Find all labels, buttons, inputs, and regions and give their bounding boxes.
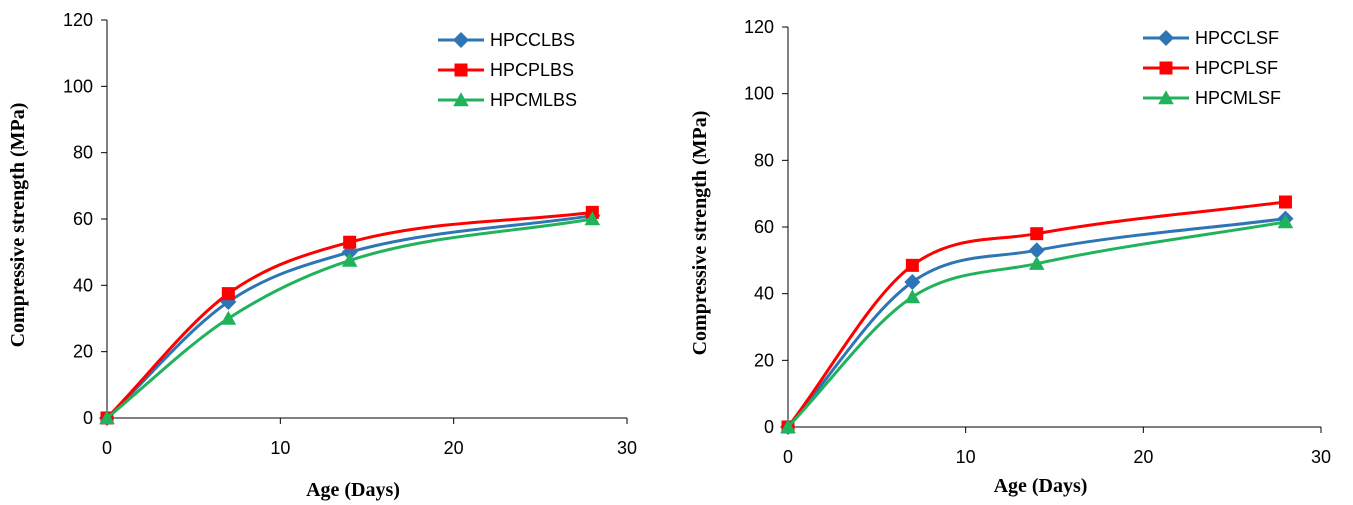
chart-1: 0 20 40 60 80 100 120 0 10 20 30 Age (Days) Compress… [7, 10, 637, 501]
series-HPCPLSF [781, 195, 1292, 434]
data-point [1278, 195, 1292, 209]
data-point [1277, 214, 1294, 229]
y-tick-label: 40 [73, 275, 93, 295]
x-tick-label: 0 [783, 447, 793, 467]
data-point [1028, 242, 1045, 259]
y-tick-label: 100 [63, 76, 93, 96]
data-point [99, 410, 115, 425]
x-tick-label: 0 [102, 438, 112, 458]
legend-entry: HPCPLBS [438, 60, 574, 80]
chart-2: 0 20 40 60 80 100 120 0 10 20 30 Age (Days) Compress… [689, 17, 1331, 497]
data-point [341, 252, 358, 267]
legend-marker [1159, 61, 1173, 75]
legend-marker [1157, 29, 1175, 47]
chart-1-y-axis-title: Compressive strength (MPa) [7, 103, 29, 348]
series-line [786, 217, 1287, 429]
legend-label: HPCCLSF [1195, 28, 1279, 48]
data-point [904, 273, 921, 291]
data-point [1028, 255, 1045, 270]
legend-label: HPCPLSF [1195, 58, 1278, 78]
x-tick-label: 30 [1311, 447, 1331, 467]
y-tick-label: 80 [73, 143, 93, 163]
legend-entry: HPCCLBS [438, 30, 575, 50]
data-point [1030, 227, 1044, 241]
legend-entry: HPCMLBS [438, 90, 577, 110]
y-tick-label: 20 [73, 342, 93, 362]
y-tick-label: 120 [744, 17, 774, 37]
legend-entry: HPCMLSF [1143, 88, 1281, 108]
x-tick-label: 10 [270, 438, 290, 458]
legend-label: HPCMLSF [1195, 88, 1281, 108]
x-tick-label: 30 [617, 438, 637, 458]
series-HPCPLBS [100, 205, 599, 425]
y-tick-label: 80 [754, 150, 774, 170]
legend-marker [1158, 90, 1174, 105]
series-line [786, 200, 1287, 429]
series-HPCMLSF [780, 214, 1294, 434]
data-point [220, 310, 237, 325]
legend-marker [454, 63, 468, 77]
series-line [786, 220, 1287, 429]
data-point [905, 258, 919, 272]
data-point [221, 287, 235, 301]
series-HPCMLBS [99, 211, 601, 425]
legend-marker [452, 31, 470, 49]
x-tick-label: 20 [1133, 447, 1153, 467]
legend-label: HPCMLBS [490, 90, 577, 110]
chart-1-x-axis-title: Age (Days) [306, 479, 400, 501]
chart-2-y-axis-title: Compressive strength (MPa) [689, 111, 711, 356]
legend-marker [453, 92, 469, 107]
series-HPCCLSF [779, 210, 1294, 436]
series-line [105, 217, 594, 420]
legend-entry: HPCPLSF [1143, 58, 1278, 78]
data-point [780, 419, 796, 434]
y-tick-label: 40 [754, 284, 774, 304]
y-tick-label: 120 [63, 10, 93, 30]
y-tick-label: 100 [744, 84, 774, 104]
legend-entry: HPCCLSF [1143, 28, 1279, 48]
data-point [343, 235, 357, 249]
legend-label: HPCCLBS [490, 30, 575, 50]
y-tick-label: 0 [764, 417, 774, 437]
series-line [105, 210, 594, 420]
chart-2-x-axis-title: Age (Days) [994, 475, 1088, 497]
x-tick-label: 10 [956, 447, 976, 467]
y-tick-label: 60 [73, 209, 93, 229]
x-tick-label: 20 [444, 438, 464, 458]
y-tick-label: 60 [754, 217, 774, 237]
series-line [105, 214, 594, 420]
legend-label: HPCPLBS [490, 60, 574, 80]
data-point [584, 211, 601, 226]
y-tick-label: 20 [754, 350, 774, 370]
y-tick-label: 0 [83, 408, 93, 428]
data-point [904, 289, 921, 304]
